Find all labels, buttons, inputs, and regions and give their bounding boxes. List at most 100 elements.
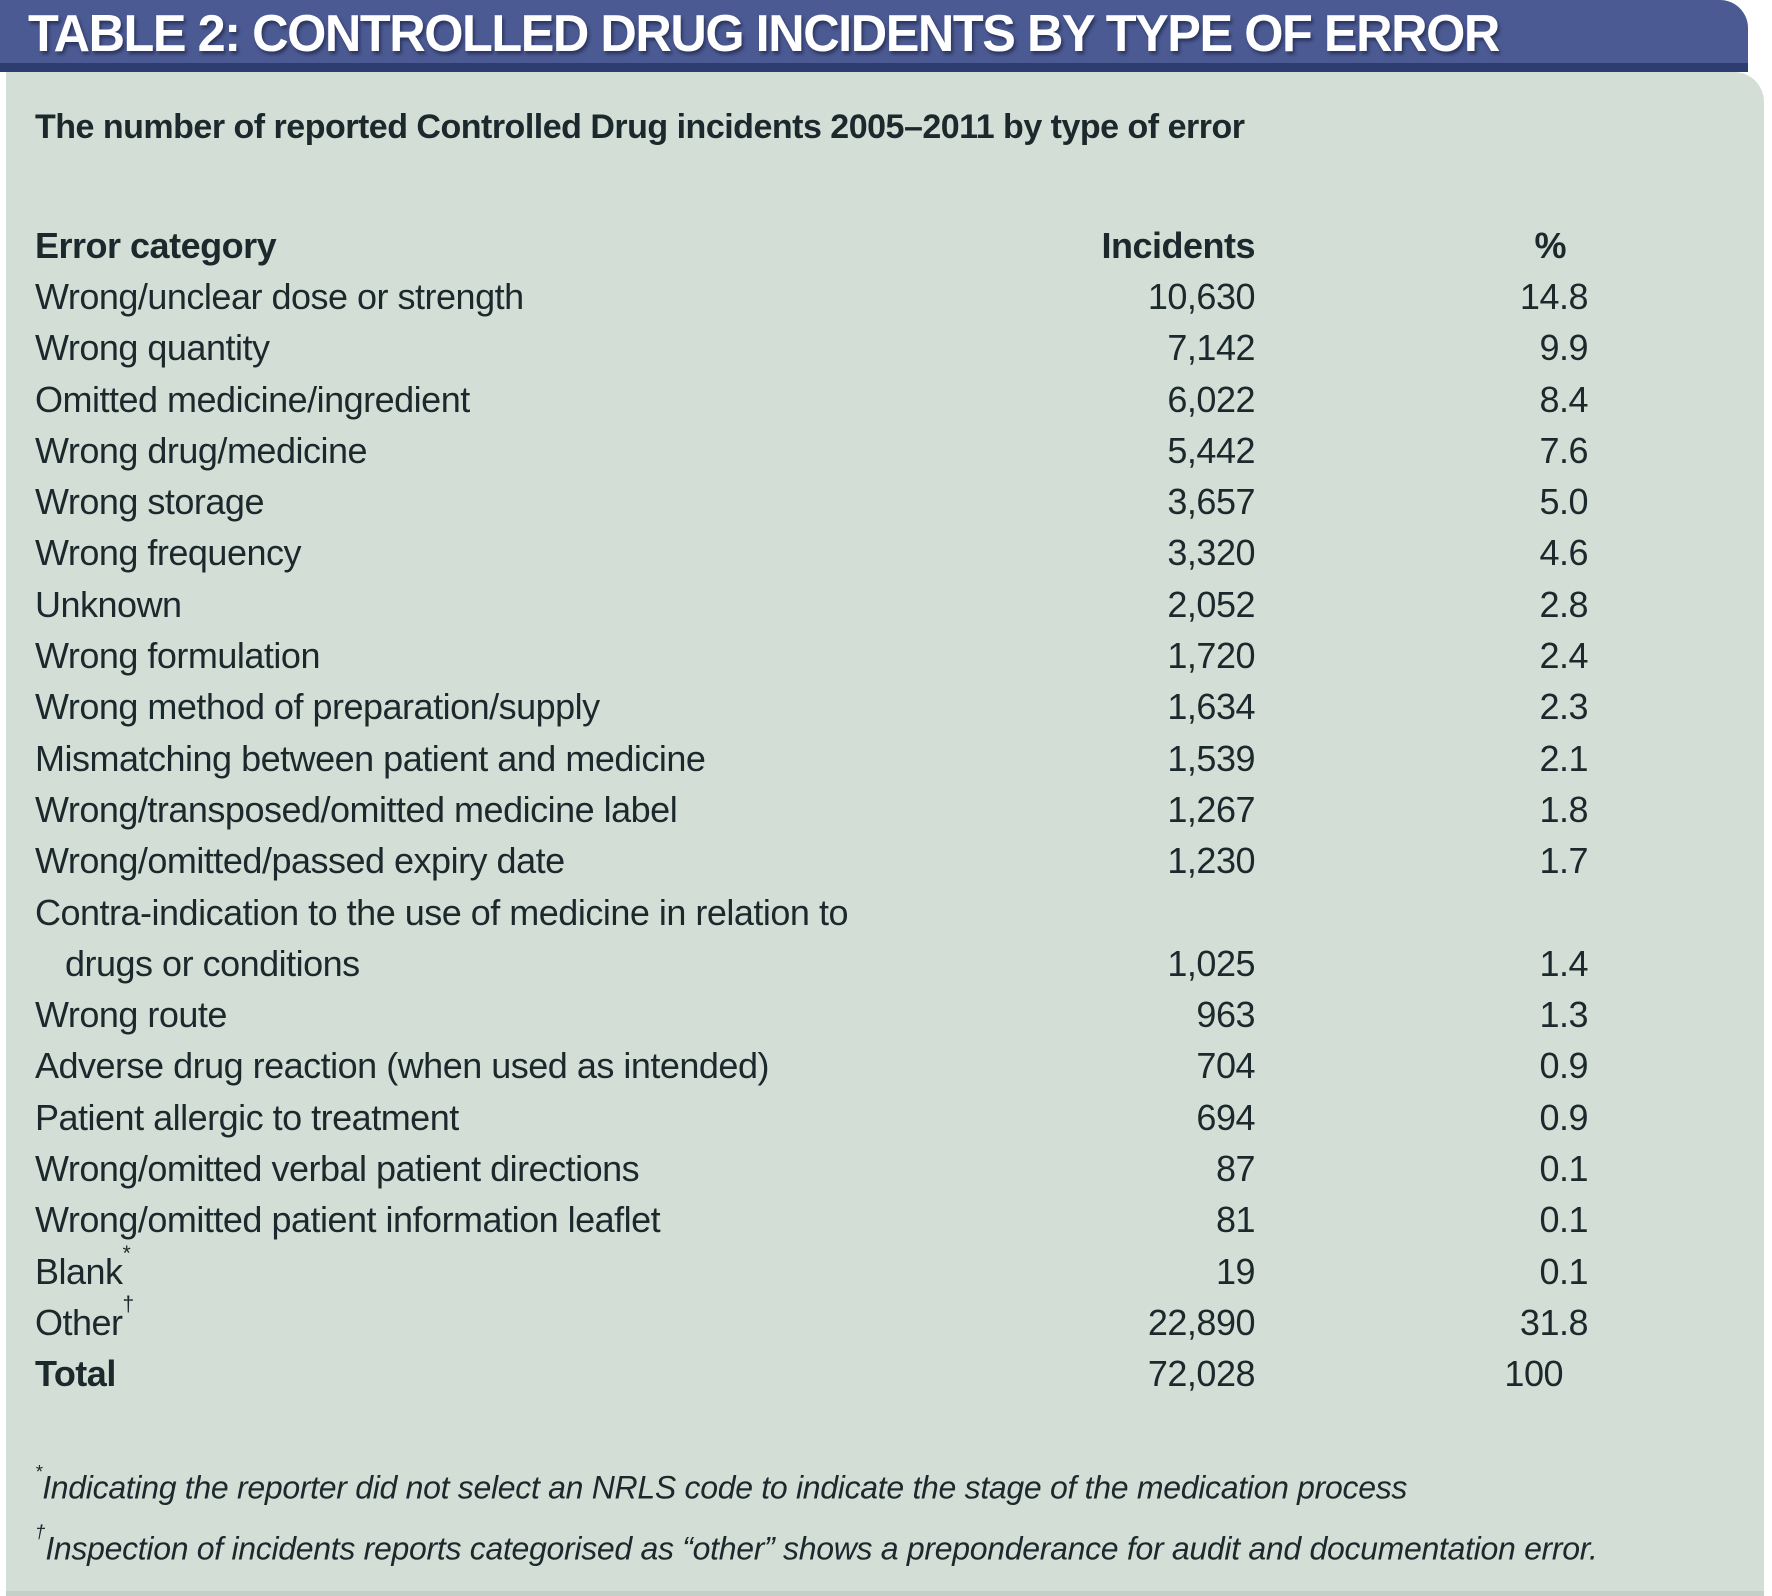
asterisk-marker: * — [35, 1460, 43, 1482]
error-category-cell: Wrong drug/medicine — [35, 429, 368, 471]
table-row: Wrong/omitted patient information leafle… — [35, 1195, 1589, 1246]
footnote-marker: † — [122, 1293, 135, 1317]
incidents-cell: 7,142 — [1167, 327, 1255, 369]
percent-cell: 0.1 — [1539, 1199, 1588, 1241]
dagger-marker: † — [35, 1521, 46, 1543]
table-row: Wrong drug/medicine 5,442 7.6 — [35, 425, 1589, 476]
table-row: Wrong/transposed/omitted medicine label 1… — [35, 784, 1589, 835]
percent-cell: 1.7 — [1539, 840, 1588, 882]
table-row: Other† 22,890 31.8 — [35, 1293, 1589, 1348]
error-category-cell: Wrong quantity — [35, 327, 270, 369]
percent-cell: 4.6 — [1539, 532, 1588, 574]
footnote-dagger: †Inspection of incidents reports categor… — [35, 1515, 1598, 1576]
table-row: Wrong method of preparation/supply 1,634 2… — [35, 682, 1589, 733]
column-header-error-category: Error category — [35, 224, 277, 266]
percent-cell — [1255, 887, 1588, 938]
percent-cell: 2.3 — [1539, 686, 1588, 728]
footnote-asterisk: *Indicating the reporter did not select … — [35, 1454, 1598, 1515]
percent-cell: 9.9 — [1539, 327, 1588, 369]
error-incidents-table: Error category Incidents % Wrong/unclear… — [35, 220, 1589, 1400]
error-category-cell: Wrong method of preparation/supply — [35, 686, 600, 728]
percent-cell: 31.8 — [1519, 1301, 1589, 1343]
error-category-cell: Other† — [35, 1293, 135, 1343]
table-row: drugs or conditions 1,025 1.4 — [35, 938, 1589, 989]
table-row: Contra-indication to the use of medicine… — [35, 887, 1588, 938]
error-category-cell: Adverse drug reaction (when used as inte… — [35, 1045, 769, 1087]
incidents-cell: 694 — [1196, 1096, 1255, 1138]
error-category-cell: drugs or conditions — [65, 942, 360, 984]
error-category-cell: Wrong/omitted patient information leafle… — [35, 1199, 661, 1241]
table-panel: The number of reported Controlled Drug i… — [6, 72, 1764, 1596]
total-row: Total 72,028 100 — [35, 1349, 1588, 1400]
incidents-cell: 5,442 — [1167, 429, 1255, 471]
error-category-cell: Unknown — [35, 583, 182, 625]
incidents-cell — [935, 887, 1255, 938]
percent-cell: 1.3 — [1539, 994, 1588, 1036]
column-header-percent: % — [1534, 224, 1566, 266]
table-row: Wrong quantity 7,142 9.9 — [35, 323, 1589, 374]
table-row: Patient allergic to treatment 694 0.9 — [35, 1092, 1589, 1143]
percent-cell: 0.9 — [1539, 1045, 1588, 1087]
incidents-cell: 2,052 — [1167, 583, 1255, 625]
percent-cell: 0.9 — [1539, 1096, 1588, 1138]
table-row: Blank* 19 0.1 — [35, 1242, 1589, 1297]
table-row: Wrong/omitted verbal patient directions 8… — [35, 1143, 1589, 1194]
table-row: Wrong storage 3,657 5.0 — [35, 476, 1589, 527]
footnote-dagger-text: Inspection of incidents reports categori… — [45, 1530, 1598, 1567]
incidents-cell: 6,022 — [1167, 378, 1255, 420]
error-table-body: Wrong/unclear dose or strength 10,630 14.8… — [35, 271, 1589, 1348]
footnotes: *Indicating the reporter did not select … — [35, 1454, 1598, 1575]
incidents-cell: 87 — [1215, 1147, 1256, 1189]
percent-cell: 0.1 — [1539, 1250, 1588, 1292]
table-row: Wrong/unclear dose or strength 10,630 14.8 — [35, 271, 1589, 322]
error-category-cell: Wrong/omitted/passed expiry date — [35, 840, 565, 882]
error-category-cell: Contra-indication to the use of medicine… — [35, 891, 848, 933]
percent-cell: 1.4 — [1539, 942, 1588, 984]
incidents-cell: 1,267 — [1167, 788, 1255, 830]
footnote-marker: * — [122, 1242, 131, 1266]
incidents-cell: 1,025 — [1167, 942, 1255, 984]
error-category-cell: Mismatching between patient and medicine — [35, 737, 706, 779]
incidents-cell: 704 — [1196, 1045, 1255, 1087]
percent-cell: 2.1 — [1539, 737, 1588, 779]
total-incidents-value: 72,028 — [1147, 1353, 1256, 1395]
total-label: Total — [35, 1353, 116, 1395]
incidents-cell: 3,320 — [1167, 532, 1255, 574]
table-row: Wrong route 963 1.3 — [35, 989, 1589, 1040]
percent-cell: 1.8 — [1539, 788, 1588, 830]
error-category-cell: Patient allergic to treatment — [35, 1096, 459, 1138]
error-category-cell: Wrong storage — [35, 481, 264, 523]
error-category-cell: Wrong/omitted verbal patient directions — [35, 1147, 640, 1189]
table-header-row: Error category Incidents % — [35, 220, 1588, 271]
incidents-cell: 10,630 — [1147, 275, 1256, 317]
error-category-cell: Blank* — [35, 1242, 131, 1292]
percent-cell: 2.8 — [1539, 583, 1588, 625]
table-row: Wrong frequency 3,320 4.6 — [35, 528, 1589, 579]
table-subtitle: The number of reported Controlled Drug i… — [35, 108, 1245, 146]
table-row: Adverse drug reaction (when used as inte… — [35, 1041, 1589, 1092]
incidents-cell: 81 — [1215, 1199, 1256, 1241]
error-category-cell: Omitted medicine/ingredient — [35, 378, 470, 420]
percent-cell: 0.1 — [1539, 1147, 1588, 1189]
percent-cell: 14.8 — [1519, 275, 1589, 317]
percent-cell: 8.4 — [1539, 378, 1588, 420]
total-percent-value: 100 — [1504, 1353, 1563, 1395]
error-category-cell: Wrong frequency — [35, 532, 301, 574]
incidents-cell: 19 — [1215, 1250, 1256, 1292]
incidents-cell: 963 — [1196, 994, 1255, 1036]
incidents-cell: 1,634 — [1167, 686, 1255, 728]
column-header-incidents: Incidents — [1101, 224, 1255, 266]
percent-cell: 7.6 — [1539, 429, 1588, 471]
incidents-cell: 1,539 — [1167, 737, 1255, 779]
incidents-cell: 1,720 — [1167, 635, 1255, 677]
table-row: Wrong/omitted/passed expiry date 1,230 1.7 — [35, 836, 1589, 887]
incidents-cell: 22,890 — [1147, 1301, 1256, 1343]
error-category-cell: Wrong formulation — [35, 635, 320, 677]
footnote-asterisk-text: Indicating the reporter did not select a… — [42, 1469, 1408, 1506]
table-title-bar: TABLE 2: CONTROLLED DRUG INCIDENTS BY TY… — [0, 0, 1748, 72]
percent-cell: 5.0 — [1539, 481, 1588, 523]
incidents-cell: 3,657 — [1167, 481, 1255, 523]
table-row: Mismatching between patient and medicine… — [35, 733, 1589, 784]
error-category-cell: Wrong route — [35, 994, 227, 1036]
